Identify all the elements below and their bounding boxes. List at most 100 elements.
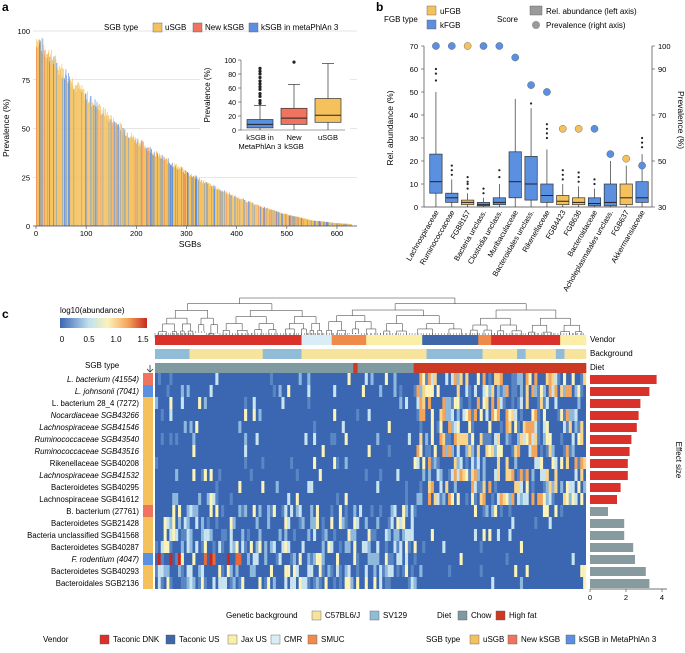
heatmap-cell (284, 565, 288, 577)
heatmap-cell (249, 541, 253, 553)
legend-sgb-title: SGB type (426, 635, 461, 644)
prevalence-bar (123, 128, 124, 226)
prevalence-bar (96, 101, 98, 226)
heatmap-cell (347, 565, 351, 577)
prevalence-bar (322, 221, 324, 226)
inset-y-tick-label: 0 (232, 128, 236, 135)
heatmap-cell (548, 445, 552, 457)
b-outlier (545, 127, 549, 130)
heatmap-cell (275, 553, 279, 565)
heatmap-cell (545, 505, 549, 517)
prevalence-bar (198, 180, 199, 226)
heatmap-cell (531, 469, 535, 481)
heatmap-cell (241, 577, 245, 589)
heatmap-cell (525, 493, 529, 505)
panel-b: b FGB type uFGB kFGB Score Rel. abundanc… (376, 0, 685, 293)
prevalence-bar (194, 177, 195, 226)
heatmap-cell (545, 397, 549, 409)
prevalence-bar (113, 121, 115, 226)
heatmap-cell (413, 505, 417, 517)
b-outlier (577, 180, 580, 183)
prevalence-bar (227, 194, 229, 226)
heatmap-cell (554, 397, 558, 409)
heatmap-cell (313, 553, 317, 565)
heatmap-cell (427, 445, 432, 457)
legend-label-ufgb: uFGB (440, 7, 461, 16)
heatmap-cell (318, 553, 322, 565)
prevalence-bar (291, 215, 292, 226)
heatmap-cell (413, 553, 417, 565)
heatmap-cell (336, 553, 340, 565)
heatmap-cell (203, 469, 207, 481)
heatmap-cell (491, 505, 495, 517)
b-outlier (498, 176, 501, 179)
prevalence-bar (116, 122, 117, 226)
prevalence-bar (268, 208, 270, 226)
prevalence-bar (255, 204, 256, 226)
prevalence-bar (70, 87, 72, 227)
panel-b-ylabel-right: Prevalence (%) (676, 91, 685, 149)
heatmap-cell (456, 457, 460, 469)
prevalence-bar (50, 53, 52, 226)
heatmap-cell (232, 517, 236, 529)
heatmap-cell (287, 565, 291, 577)
heatmap-cell (244, 445, 248, 457)
prevalence-bar (105, 116, 107, 226)
prevalence-bar (288, 215, 289, 226)
heatmap-cell (439, 493, 443, 505)
heatmap-cell (563, 385, 567, 397)
heatmap-cell (577, 433, 581, 445)
heatmap-cell (209, 469, 213, 481)
heatmap-cell (459, 373, 463, 385)
prevalence-bar (271, 209, 272, 226)
heatmap-cell (410, 565, 414, 577)
heatmap-cell (496, 493, 500, 505)
heatmap-cell (336, 565, 340, 577)
prevalence-bar (178, 169, 180, 226)
prevalence-bar (224, 191, 226, 226)
heatmap-cell (505, 553, 509, 565)
heatmap-cell (508, 505, 512, 517)
heatmap-cell (315, 517, 319, 529)
heatmap-cell (571, 493, 575, 505)
heatmap-cell (482, 493, 486, 505)
heatmap-cell (519, 397, 523, 409)
prevalence-bar (176, 168, 178, 226)
heatmap-cell (258, 505, 262, 517)
heatmap-cell (537, 397, 541, 409)
prevalence-bar (168, 162, 170, 226)
heatmap-cell (186, 505, 190, 517)
heatmap-cell (290, 457, 294, 469)
heatmap-cell (338, 565, 342, 577)
heatmap-cell (459, 553, 463, 565)
heatmap-cell (442, 445, 446, 457)
heatmap-cell (413, 457, 417, 469)
prevalence-bar (186, 172, 188, 226)
heatmap-cell (402, 565, 406, 577)
legend-label-chow: Chow (471, 611, 492, 620)
colorscale-bar (60, 318, 147, 328)
prevalence-bar (334, 222, 336, 226)
heatmap-cell (450, 469, 455, 481)
prevalence-bar (247, 202, 249, 226)
prevalence-bar (156, 151, 158, 226)
heatmap-cell (456, 397, 460, 409)
heatmap-cell (246, 529, 251, 541)
heatmap-cell (514, 457, 518, 469)
heatmap-cell (531, 433, 535, 445)
prevalence-bar (282, 213, 283, 226)
heatmap-cell (160, 541, 164, 553)
prevalence-bar (150, 152, 152, 226)
inset-box (314, 98, 342, 123)
heatmap-cell (508, 493, 512, 505)
prevalence-bar (72, 78, 73, 226)
prevalence-bar (320, 221, 322, 226)
prevalence-bar (91, 96, 92, 226)
prevalence-bar (296, 216, 297, 226)
heatmap-cell (419, 493, 423, 505)
heatmap-cell (163, 541, 167, 553)
heatmap-cell (315, 505, 319, 517)
prevalence-bar (147, 147, 149, 226)
prevalence-bar (168, 161, 170, 226)
